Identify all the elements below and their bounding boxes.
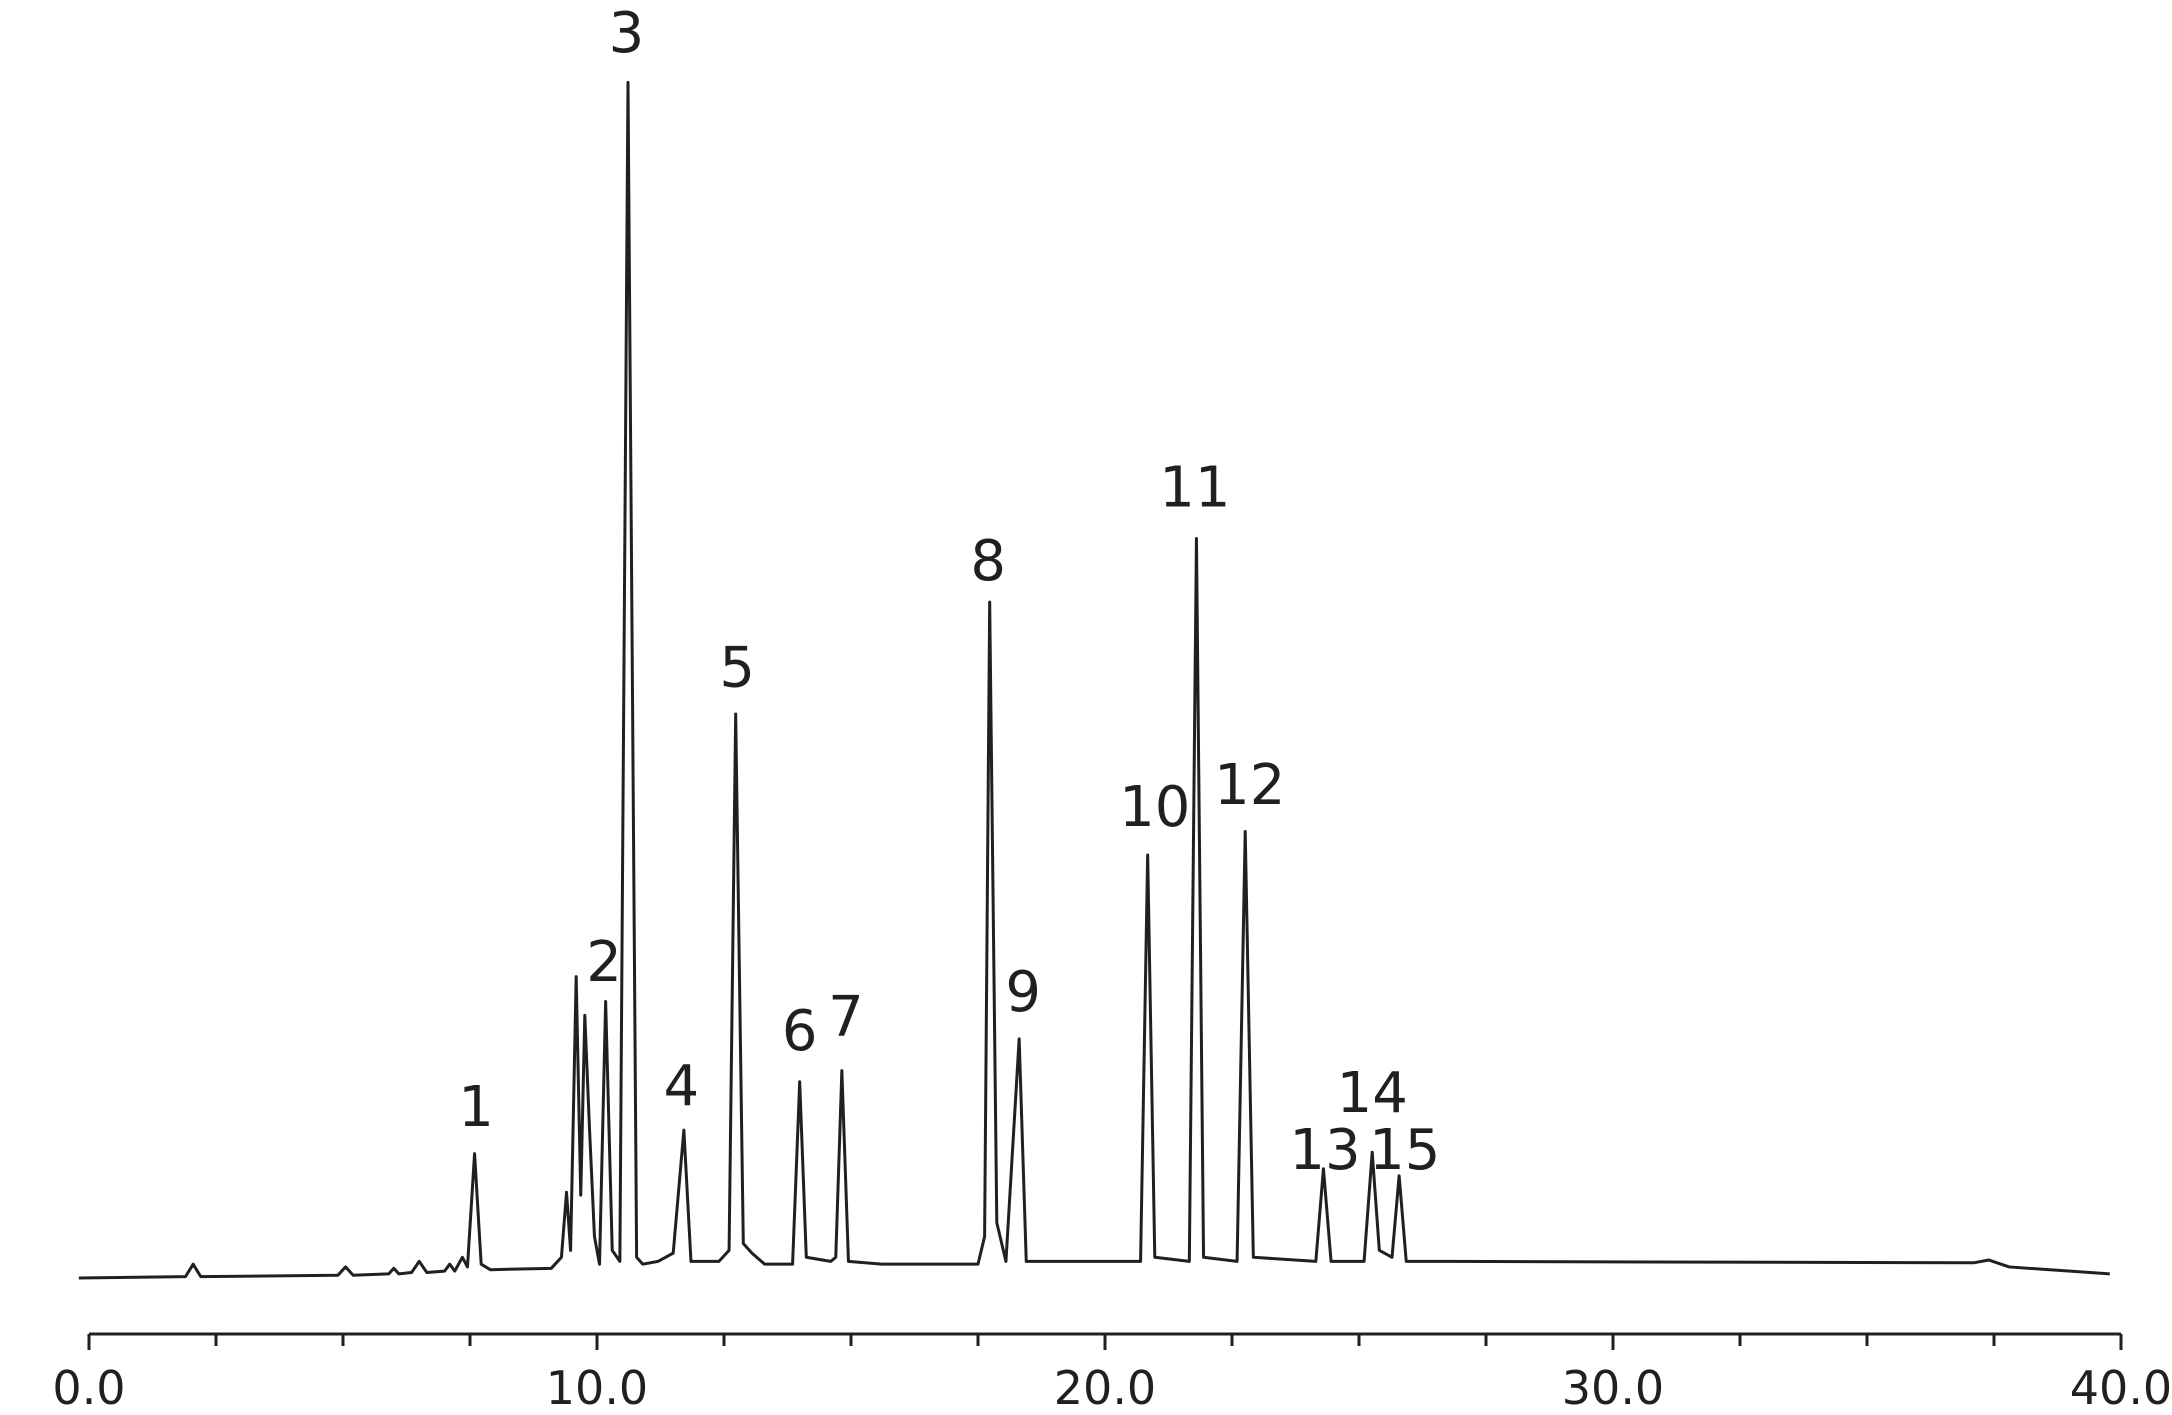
trace (78, 80, 2110, 1280)
peak-label: 7 (828, 985, 864, 1050)
x-tick-label: 10.0 (546, 1361, 648, 1415)
peak-label: 6 (782, 999, 818, 1064)
x-tick-label: 0.0 (52, 1361, 125, 1415)
peak-label: 12 (1214, 753, 1285, 818)
peak-label: 11 (1159, 456, 1230, 521)
peak-label: 4 (664, 1054, 700, 1119)
peak-label: 9 (1005, 960, 1041, 1025)
x-tick-label: 20.0 (1054, 1361, 1156, 1415)
x-tick-label: 40.0 (2070, 1361, 2172, 1415)
peak-label: 3 (609, 1, 645, 66)
peak-label: 10 (1119, 775, 1190, 840)
peak-label: 8 (970, 529, 1006, 594)
x-tick-label: 30.0 (1562, 1361, 1664, 1415)
peak-label: 1 (458, 1075, 494, 1140)
peak-label: 14 (1337, 1061, 1408, 1126)
peak-label: 15 (1369, 1118, 1440, 1183)
peak-label: 13 (1289, 1118, 1360, 1183)
peak-label: 5 (719, 635, 755, 700)
peak-label: 2 (586, 930, 622, 995)
